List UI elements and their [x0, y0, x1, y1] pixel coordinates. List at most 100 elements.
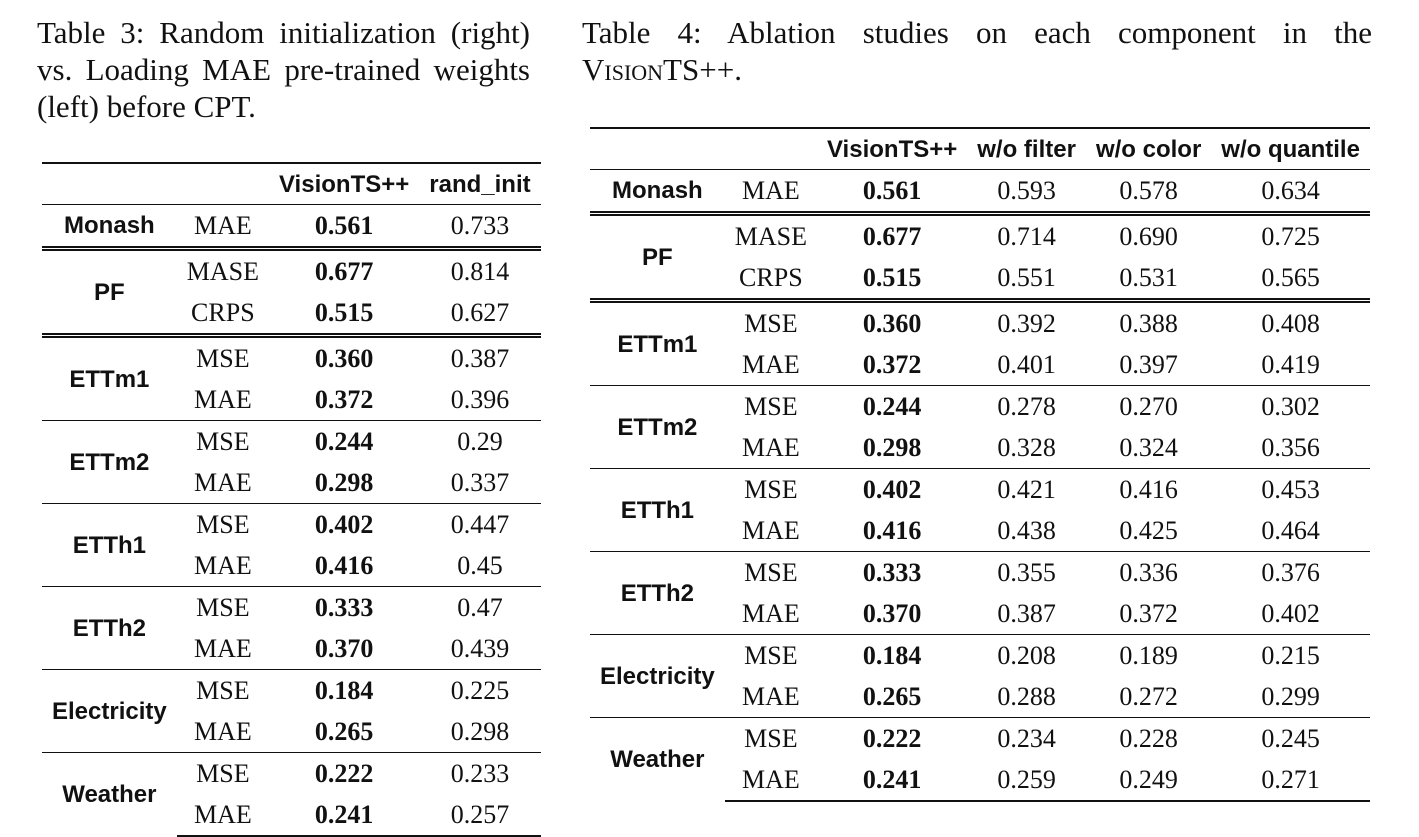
dataset-label: ETTm2 — [42, 420, 177, 504]
best-value-cell: 0.416 — [862, 516, 922, 545]
table-row: ETTm2 MSE 0.244 0.278 0.270 0.302 — [590, 385, 1370, 469]
table-row: ETTh2 MSE 0.333 0.355 0.336 0.376 — [590, 551, 1370, 635]
value-cell: 0.259 — [967, 759, 1086, 802]
column-header: w/o filter — [967, 127, 1086, 170]
dataset-label: ETTm2 — [590, 385, 725, 469]
table4-caption-suffix: . — [734, 52, 742, 87]
metric-label: MSE — [724, 298, 817, 344]
table-row: MAE 0.265 0.298 — [42, 711, 541, 753]
value-cell: 0.438 — [997, 516, 1056, 545]
best-value-cell: 0.561 — [314, 211, 374, 240]
metric-label: MSE — [724, 717, 817, 759]
dataset-label: ETTm1 — [42, 333, 177, 421]
metric-label: MSE — [724, 551, 817, 593]
value-cell: 0.396 — [450, 385, 510, 414]
best-value-cell: 0.244 — [268, 420, 420, 462]
value-cell: 0.408 — [1211, 298, 1370, 344]
value-cell: 0.464 — [1261, 516, 1320, 545]
column-header — [724, 127, 817, 170]
metric-label: MAE — [193, 211, 252, 240]
value-cell: 0.355 — [967, 551, 1086, 593]
value-cell: 0.278 — [967, 385, 1086, 427]
column-header: VisionTS++ — [268, 162, 420, 205]
value-cell: 0.337 — [450, 468, 510, 497]
table-row: Monash MAE 0.561 0.593 0.578 0.634 — [590, 170, 1370, 214]
dataset-label: ETTh2 — [590, 551, 725, 635]
value-cell: 0.47 — [419, 586, 541, 628]
best-value-cell: 0.402 — [268, 503, 420, 545]
best-value-cell: 0.265 — [314, 717, 374, 746]
column-header — [42, 162, 177, 205]
table-row: MAE 0.370 0.387 0.372 0.402 — [590, 593, 1370, 635]
column-header: rand_init — [419, 162, 541, 205]
table3-caption: Table 3: Random initialization (right) v… — [37, 15, 530, 124]
value-cell: 0.392 — [967, 298, 1086, 344]
metric-label: MAE — [193, 634, 252, 663]
value-cell: 0.270 — [1085, 385, 1212, 427]
best-value-cell: 0.222 — [816, 717, 968, 759]
table-row: PF MASE 0.677 0.814 — [42, 246, 541, 336]
dataset-label: Monash — [64, 212, 155, 239]
table-row: MAE 0.265 0.288 0.272 0.299 — [590, 676, 1370, 718]
metric-label: MAE — [741, 433, 800, 462]
column-header — [590, 127, 725, 170]
metric-label: MAE — [193, 468, 252, 497]
table-row: Monash MAE 0.561 0.733 — [42, 205, 541, 249]
best-value-cell: 0.298 — [862, 433, 922, 462]
dataset-label: Electricity — [42, 669, 177, 753]
value-cell: 0.189 — [1085, 634, 1212, 676]
metric-label: MSE — [176, 420, 269, 462]
value-cell: 0.356 — [1261, 433, 1320, 462]
table-row: CRPS 0.515 0.551 0.531 0.565 — [590, 257, 1370, 301]
value-cell: 0.249 — [1085, 759, 1212, 802]
value-cell: 0.208 — [967, 634, 1086, 676]
table-row: PF MASE 0.677 0.714 0.690 0.725 — [590, 211, 1370, 301]
metric-label: MSE — [724, 634, 817, 676]
metric-label: MAE — [724, 759, 817, 802]
best-value-cell: 0.677 — [268, 246, 420, 292]
metric-label: MAE — [741, 516, 800, 545]
value-cell: 0.302 — [1211, 385, 1370, 427]
value-cell: 0.299 — [1261, 682, 1320, 711]
value-cell: 0.29 — [419, 420, 541, 462]
column-header: VisionTS++ — [816, 127, 968, 170]
value-cell: 0.421 — [967, 468, 1086, 510]
value-cell: 0.447 — [419, 503, 541, 545]
table-row: MAE 0.370 0.439 — [42, 628, 541, 670]
best-value-cell: 0.416 — [314, 551, 374, 580]
value-cell: 0.336 — [1085, 551, 1212, 593]
metric-label: MAE — [193, 717, 252, 746]
value-cell: 0.551 — [997, 263, 1056, 292]
value-cell: 0.690 — [1085, 211, 1212, 257]
best-value-cell: 0.333 — [268, 586, 420, 628]
value-cell: 0.324 — [1119, 433, 1178, 462]
metric-label: MSE — [176, 586, 269, 628]
value-cell: 0.402 — [1261, 599, 1320, 628]
best-value-cell: 0.241 — [268, 794, 420, 837]
value-cell: 0.416 — [1085, 468, 1212, 510]
value-cell: 0.272 — [1119, 682, 1178, 711]
metric-label: MASE — [176, 246, 269, 292]
table-row: MAE 0.416 0.45 — [42, 545, 541, 587]
metric-label: MAE — [741, 599, 800, 628]
value-cell: 0.387 — [419, 333, 541, 379]
header-row: VisionTS++ rand_init — [42, 162, 541, 205]
best-value-cell: 0.241 — [816, 759, 968, 802]
value-cell: 0.45 — [457, 551, 503, 580]
value-cell: 0.397 — [1119, 350, 1178, 379]
best-value-cell: 0.222 — [268, 752, 420, 794]
value-cell: 0.372 — [1119, 599, 1178, 628]
dataset-label: ETTm1 — [590, 298, 725, 386]
value-cell: 0.328 — [997, 433, 1056, 462]
value-cell: 0.725 — [1211, 211, 1370, 257]
table-row: MAE 0.372 0.401 0.397 0.419 — [590, 344, 1370, 386]
value-cell: 0.245 — [1211, 717, 1370, 759]
best-value-cell: 0.360 — [268, 333, 420, 379]
table-row: Electricity MSE 0.184 0.225 — [42, 669, 541, 753]
best-value-cell: 0.515 — [314, 298, 374, 327]
value-cell: 0.419 — [1261, 350, 1320, 379]
best-value-cell: 0.515 — [862, 263, 922, 292]
value-cell: 0.228 — [1085, 717, 1212, 759]
column-header: w/o color — [1085, 127, 1212, 170]
dataset-label: Electricity — [590, 634, 725, 718]
